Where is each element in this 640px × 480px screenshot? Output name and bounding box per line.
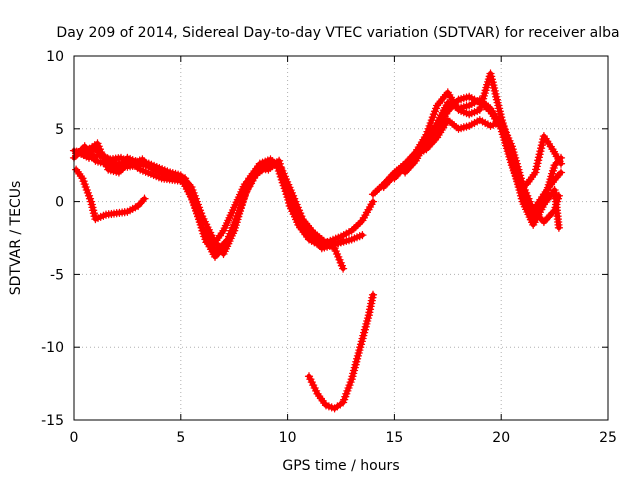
- y-tick-label: -10: [41, 340, 64, 356]
- x-axis-label: GPS time / hours: [282, 458, 399, 474]
- data-point: [556, 159, 566, 168]
- series-line: [73, 167, 147, 222]
- series-track-11: [522, 131, 566, 189]
- data-point: [359, 331, 368, 340]
- data-point: [101, 159, 110, 168]
- data-point: [284, 198, 294, 208]
- data-point: [193, 209, 202, 218]
- data-point: [534, 153, 544, 162]
- data-point: [140, 194, 149, 203]
- y-axis-label: SDTVAR / TECUs: [8, 181, 24, 296]
- data-point: [514, 182, 523, 192]
- data-point: [296, 209, 305, 218]
- data-point: [556, 168, 566, 177]
- data-point: [241, 185, 250, 195]
- data-point: [536, 147, 545, 156]
- x-tick-label: 0: [70, 430, 79, 446]
- chart-title: Day 209 of 2014, Sidereal Day-to-day VTE…: [56, 25, 619, 41]
- data-point: [283, 192, 292, 202]
- data-point: [536, 144, 546, 153]
- series-track-4: [74, 147, 348, 273]
- data-point: [200, 232, 209, 241]
- data-point: [81, 182, 90, 192]
- data-point: [184, 182, 193, 192]
- data-point: [428, 113, 437, 122]
- data-point: [531, 165, 541, 174]
- data-point: [307, 377, 316, 387]
- data-point: [501, 136, 510, 145]
- data-point: [554, 223, 564, 232]
- series-track-6: [304, 290, 378, 413]
- data-point: [223, 235, 232, 244]
- data-point: [284, 195, 293, 205]
- ticks: [73, 55, 609, 421]
- data-point: [345, 380, 354, 390]
- y-tick-label: -5: [50, 267, 64, 283]
- y-tick-label: -15: [41, 413, 64, 429]
- data-point: [358, 230, 367, 240]
- series-track-1: [69, 145, 378, 250]
- x-tick-label: 10: [279, 430, 297, 446]
- data-point: [89, 209, 99, 218]
- data-point: [532, 162, 541, 171]
- y-tick-label: 0: [55, 195, 64, 211]
- data-point: [335, 255, 344, 264]
- y-tick-label: 10: [46, 49, 64, 65]
- data-point: [282, 189, 292, 199]
- data-point: [535, 150, 544, 159]
- data-point: [352, 357, 361, 366]
- series-track-10: [400, 95, 564, 232]
- data-point: [338, 236, 348, 246]
- plot-frame: [73, 55, 609, 421]
- data-point: [508, 159, 517, 168]
- data-point: [233, 212, 242, 221]
- x-tick-label: 25: [599, 430, 617, 446]
- data-point: [368, 290, 378, 299]
- data-point: [490, 86, 499, 96]
- x-tick-label: 20: [492, 430, 510, 446]
- series-layer: [69, 69, 566, 413]
- series-track-5: [71, 165, 149, 224]
- data-point: [534, 156, 543, 165]
- x-tick-label: 15: [385, 430, 403, 446]
- data-point: [531, 168, 540, 177]
- series-track-7: [368, 69, 566, 224]
- data-point: [538, 137, 547, 147]
- x-tick-label: 5: [176, 430, 185, 446]
- data-point: [338, 264, 348, 273]
- data-point: [368, 197, 378, 206]
- y-tick-label: 5: [55, 122, 64, 138]
- data-point: [533, 159, 542, 168]
- data-point: [537, 141, 546, 150]
- data-point: [496, 110, 505, 119]
